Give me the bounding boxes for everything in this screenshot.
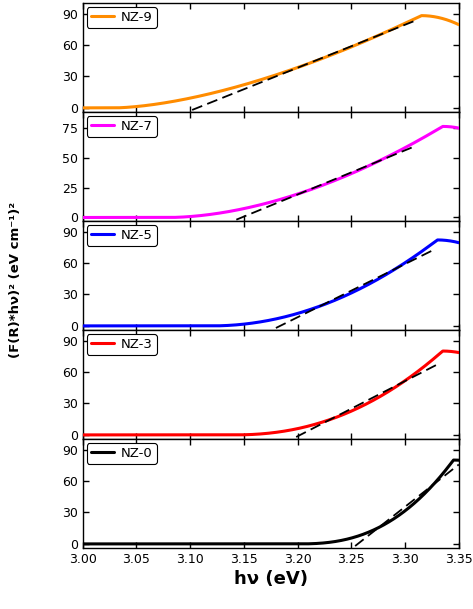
Legend: NZ-0: NZ-0 [87, 443, 157, 464]
Legend: NZ-5: NZ-5 [87, 225, 157, 246]
Text: (F(R)*hν)² (eV cm⁻¹)²: (F(R)*hν)² (eV cm⁻¹)² [9, 202, 22, 358]
Legend: NZ-9: NZ-9 [87, 7, 157, 28]
Legend: NZ-7: NZ-7 [87, 116, 157, 137]
Legend: NZ-3: NZ-3 [87, 334, 157, 355]
X-axis label: hν (eV): hν (eV) [234, 570, 308, 588]
